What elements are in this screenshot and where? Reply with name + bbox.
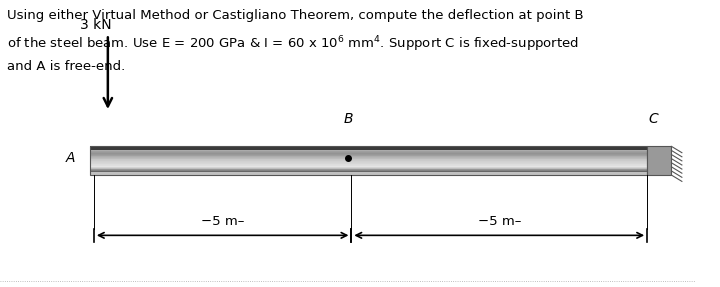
Bar <box>91 154 647 156</box>
Text: of the steel beam. Use E = 200 GPa & I = 60 x 10$^6$ mm$^4$. Support C is fixed-: of the steel beam. Use E = 200 GPa & I =… <box>7 34 579 54</box>
Bar <box>91 169 647 170</box>
Bar <box>91 152 647 154</box>
Bar <box>91 154 647 155</box>
Text: −5 m–: −5 m– <box>477 215 521 228</box>
Bar <box>91 158 647 159</box>
Bar <box>91 169 647 171</box>
Bar <box>91 166 647 167</box>
Bar <box>91 146 647 175</box>
Bar <box>91 171 647 172</box>
Bar <box>91 146 647 150</box>
Bar <box>91 166 647 168</box>
Bar <box>91 157 647 158</box>
Bar <box>91 147 647 148</box>
Bar <box>91 167 647 168</box>
Text: C: C <box>649 112 658 126</box>
Bar <box>91 155 647 156</box>
Bar <box>91 148 647 149</box>
Text: A: A <box>66 151 75 165</box>
Bar <box>91 160 647 161</box>
Bar <box>91 149 647 150</box>
Bar <box>91 164 647 165</box>
Bar <box>91 159 647 160</box>
Bar <box>91 173 647 174</box>
Bar <box>91 162 647 164</box>
Bar <box>91 165 647 166</box>
Text: B: B <box>343 112 353 126</box>
Bar <box>91 172 647 175</box>
Bar <box>91 150 647 152</box>
Bar <box>91 174 647 175</box>
Bar <box>91 164 647 166</box>
Bar <box>91 161 647 162</box>
Bar <box>91 168 647 169</box>
Text: Using either Virtual Method or Castigliano Theorem, compute the deflection at po: Using either Virtual Method or Castiglia… <box>7 9 584 22</box>
Text: and A is free-end.: and A is free-end. <box>7 60 125 73</box>
Bar <box>91 160 647 161</box>
Bar <box>91 156 647 157</box>
Bar <box>91 172 647 174</box>
Bar <box>647 146 672 175</box>
Bar <box>91 162 647 163</box>
Bar <box>91 149 647 151</box>
Bar <box>91 156 647 158</box>
Bar <box>91 146 647 148</box>
Bar <box>91 172 647 173</box>
Bar <box>91 163 647 164</box>
Bar <box>91 170 647 171</box>
Bar <box>91 153 647 154</box>
Bar <box>91 151 647 152</box>
Bar <box>91 146 647 147</box>
Text: −5 m–: −5 m– <box>201 215 244 228</box>
Text: 3 kN: 3 kN <box>80 18 112 32</box>
Bar <box>91 152 647 153</box>
